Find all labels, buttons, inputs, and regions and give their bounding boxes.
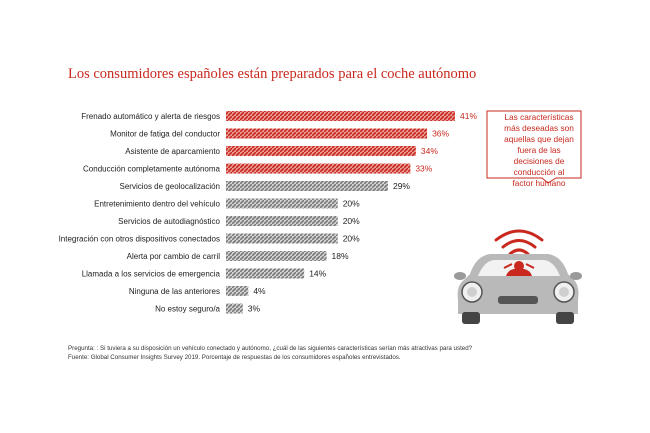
category-label: Integración con otros dispositivos conec… <box>59 235 220 244</box>
bar <box>226 181 388 191</box>
chart-title: Los consumidores españoles están prepara… <box>68 66 477 82</box>
category-label: Servicios de geolocalización <box>120 182 221 191</box>
category-label: Frenado automático y alerta de riesgos <box>81 112 220 121</box>
footnote-source: Fuente: Global Consumer Insights Survey … <box>68 354 401 361</box>
bar <box>226 128 428 139</box>
value-label: 20% <box>343 199 360 209</box>
bar <box>226 251 327 261</box>
callout-text: Las características más deseadas son aqu… <box>504 112 574 188</box>
bar <box>226 216 338 226</box>
bar <box>226 111 455 121</box>
value-label: 29% <box>393 181 410 191</box>
bar <box>226 198 338 209</box>
category-label: No estoy seguro/a <box>155 305 220 314</box>
category-label: Conducción completamente autónoma <box>83 165 221 174</box>
bar <box>226 286 249 296</box>
value-label: 18% <box>332 251 349 261</box>
autonomous-car-illustration <box>454 229 582 324</box>
value-label: 36% <box>432 129 449 139</box>
value-label: 3% <box>248 304 261 314</box>
category-label: Asistente de aparcamiento <box>125 147 220 156</box>
bar <box>226 163 411 174</box>
callout-bubble <box>486 110 582 184</box>
value-label: 14% <box>309 269 326 279</box>
footnote-question: Pregunta: : Si tuviera a su disposición … <box>68 345 473 352</box>
bar <box>226 233 338 244</box>
value-label: 20% <box>343 216 360 226</box>
category-label: Llamada a los servicios de emergencia <box>82 270 221 279</box>
value-label: 41% <box>460 111 477 121</box>
bar <box>226 146 416 156</box>
footnote: Pregunta: : Si tuviera a su disposición … <box>68 344 472 362</box>
bar <box>226 268 305 279</box>
category-label: Servicios de autodiagnóstico <box>118 217 220 226</box>
value-label: 20% <box>343 234 360 244</box>
category-label: Alerta por cambio de carril <box>127 252 221 261</box>
category-label: Entretenimiento dentro del vehículo <box>94 200 220 209</box>
value-label: 4% <box>253 286 266 296</box>
value-label: 34% <box>421 146 438 156</box>
category-label: Monitor de fatiga del conductor <box>110 130 220 139</box>
bar <box>226 303 243 314</box>
category-label: Ninguna de las anteriores <box>129 287 220 296</box>
value-label: 33% <box>415 164 432 174</box>
wifi-signal-icon <box>494 229 544 256</box>
